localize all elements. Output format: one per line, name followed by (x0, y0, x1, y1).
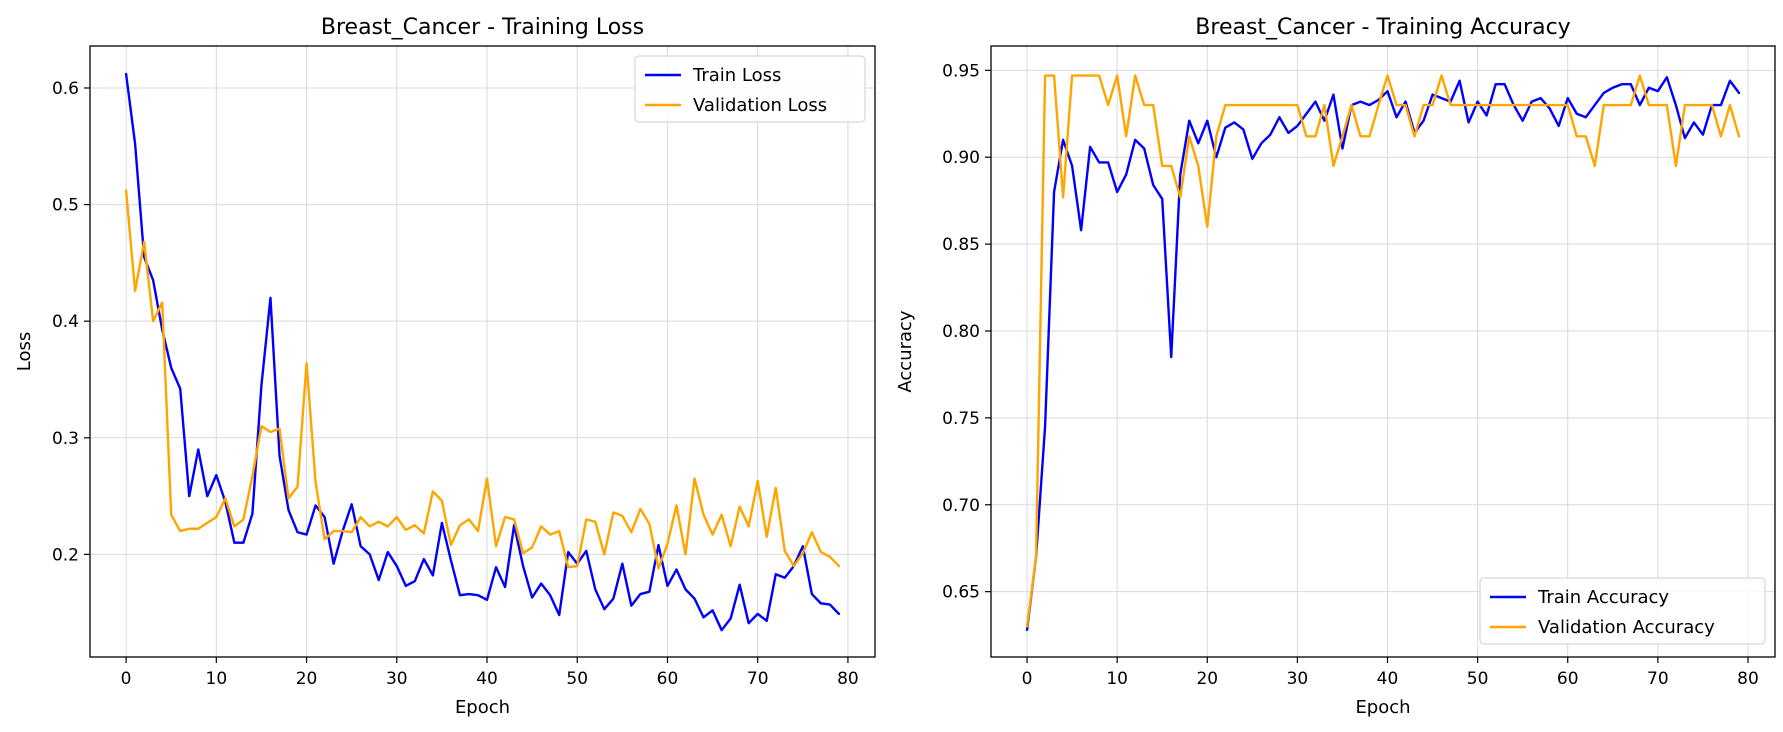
x-tick-label: 70 (747, 669, 769, 689)
x-tick-label: 50 (566, 669, 588, 689)
y-tick-label: 0.2 (52, 545, 79, 565)
y-tick-label: 0.6 (52, 79, 79, 99)
x-tick-label: 20 (1196, 669, 1218, 689)
plot-frame (89, 45, 876, 658)
y-axis-label: Loss (14, 332, 35, 371)
plot-frame (990, 45, 1776, 658)
x-tick-label: 40 (476, 669, 498, 689)
series-line-validation-loss (124, 189, 841, 570)
x-axis-label: Epoch (1355, 697, 1410, 718)
series-line-validation-accuracy (1025, 74, 1741, 628)
x-tick-label: 50 (1467, 669, 1489, 689)
y-tick-label: 0.85 (942, 235, 980, 255)
x-tick-label: 70 (1647, 669, 1669, 689)
y-tick-label: 0.80 (942, 322, 980, 342)
x-tick-label: 60 (657, 669, 679, 689)
y-tick-label: 0.65 (942, 583, 980, 603)
x-tick-label: 0 (1022, 669, 1033, 689)
y-tick-label: 0.3 (52, 429, 79, 449)
x-tick-label: 30 (386, 669, 408, 689)
legend-label: Train Loss (692, 65, 781, 86)
chart-legend: Train Accuracy Validation Accuracy (1479, 577, 1766, 645)
chart-title: Breast_Cancer - Training Accuracy (1195, 15, 1570, 40)
x-axis-label: Epoch (455, 697, 510, 718)
x-tick-label: 40 (1377, 669, 1399, 689)
y-tick-label: 0.4 (52, 312, 79, 332)
y-tick-label: 0.90 (942, 148, 980, 168)
y-tick-label: 0.70 (942, 496, 980, 516)
series-line-train-loss (124, 72, 841, 632)
legend-label: Train Accuracy (1537, 587, 1669, 608)
x-tick-label: 80 (1737, 669, 1759, 689)
x-tick-label: 0 (121, 669, 132, 689)
x-tick-label: 10 (206, 669, 228, 689)
x-tick-label: 30 (1287, 669, 1309, 689)
legend-box (1479, 577, 1766, 645)
y-tick-label: 0.5 (52, 196, 79, 216)
x-tick-label: 80 (837, 669, 859, 689)
legend-box (634, 55, 866, 123)
chart-panel-2: 0 10 20 30 40 50 60 70 80 0.65 0.70 0.75 0.80 0.85 0.9… (895, 15, 1776, 718)
y-tick-label: 0.95 (942, 61, 980, 81)
x-tick-label: 10 (1106, 669, 1128, 689)
chart-title: Breast_Cancer - Training Loss (321, 15, 644, 40)
chart-panel-1: 0 10 20 30 40 50 60 70 80 0.2 0.3 0.4 0.5 0.6 Breast_C… (14, 15, 876, 718)
legend-label: Validation Accuracy (1538, 617, 1715, 638)
x-tick-label: 60 (1557, 669, 1579, 689)
y-axis-label: Accuracy (895, 310, 916, 393)
chart-legend: Train Loss Validation Loss (634, 55, 866, 123)
x-tick-label: 20 (296, 669, 318, 689)
y-tick-label: 0.75 (942, 409, 980, 429)
legend-label: Validation Loss (693, 95, 827, 116)
series-line-train-accuracy (1025, 76, 1741, 632)
